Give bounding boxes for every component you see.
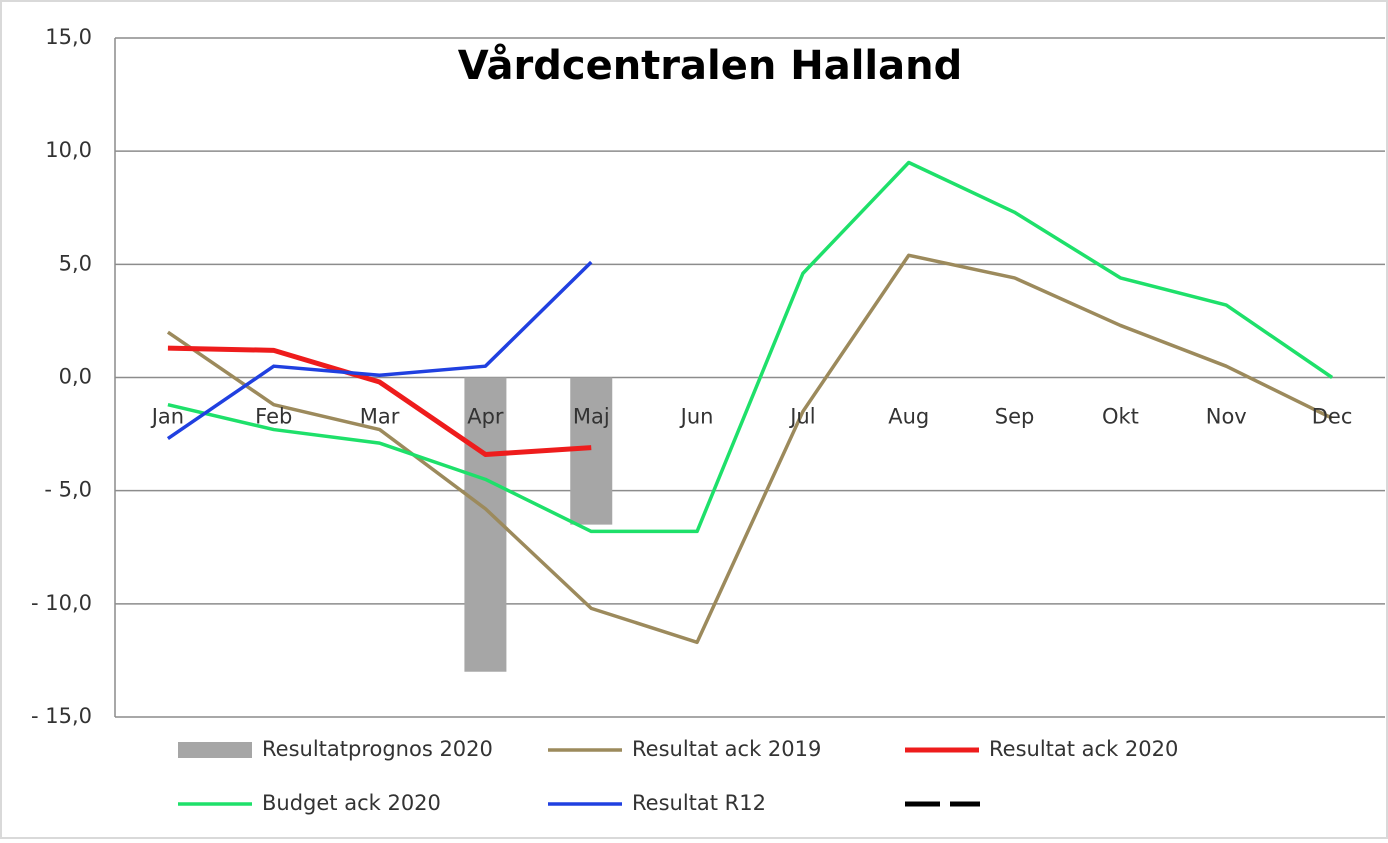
x-tick-label: Aug <box>888 405 929 429</box>
legend: Resultatprognos 2020 Resultat ack 2019 Res… <box>178 737 1178 815</box>
x-tick-label: Mar <box>360 405 400 429</box>
y-tick-label: 5,0 <box>59 251 92 275</box>
series-line <box>167 345 592 457</box>
legend-swatch <box>178 742 252 758</box>
legend-label: Resultatprognos 2020 <box>262 737 493 761</box>
legend-label: Resultat R12 <box>632 791 766 815</box>
y-tick-label: - 10,0 <box>31 591 92 615</box>
y-tick-label: 0,0 <box>59 365 92 389</box>
legend-label: Budget ack 2020 <box>262 791 441 815</box>
y-tick-label: 10,0 <box>45 138 92 162</box>
y-tick-label: 15,0 <box>45 25 92 49</box>
legend-label: Resultat ack 2020 <box>989 737 1178 761</box>
x-tick-label: Okt <box>1102 405 1139 429</box>
x-tick-label: Jan <box>150 405 184 429</box>
chart-title: Vårdcentralen Halland <box>458 42 963 89</box>
grid <box>114 37 1385 718</box>
x-tick-label: Apr <box>467 405 504 429</box>
y-tick-label: - 5,0 <box>44 478 92 502</box>
marks <box>166 160 1334 672</box>
x-tick-label: Feb <box>255 405 292 429</box>
x-tick-label: Jul <box>788 405 815 429</box>
legend-label: Resultat ack 2019 <box>632 737 821 761</box>
x-tick-label: Sep <box>995 405 1035 429</box>
x-tick-label: Jun <box>679 405 714 429</box>
series-line <box>166 253 1333 645</box>
x-tick-label: Dec <box>1312 405 1353 429</box>
x-tick-label: Maj <box>573 405 610 429</box>
series-line <box>166 260 593 441</box>
x-tick-label: Nov <box>1206 405 1247 429</box>
labels: 15,0 10,0 5,0 0,0 - 5,0 - 10,0 - 15,0 Jan Feb Mar… <box>31 25 1352 728</box>
y-tick-label: - 15,0 <box>31 704 92 728</box>
bar <box>464 377 507 672</box>
series-line <box>167 160 1334 534</box>
